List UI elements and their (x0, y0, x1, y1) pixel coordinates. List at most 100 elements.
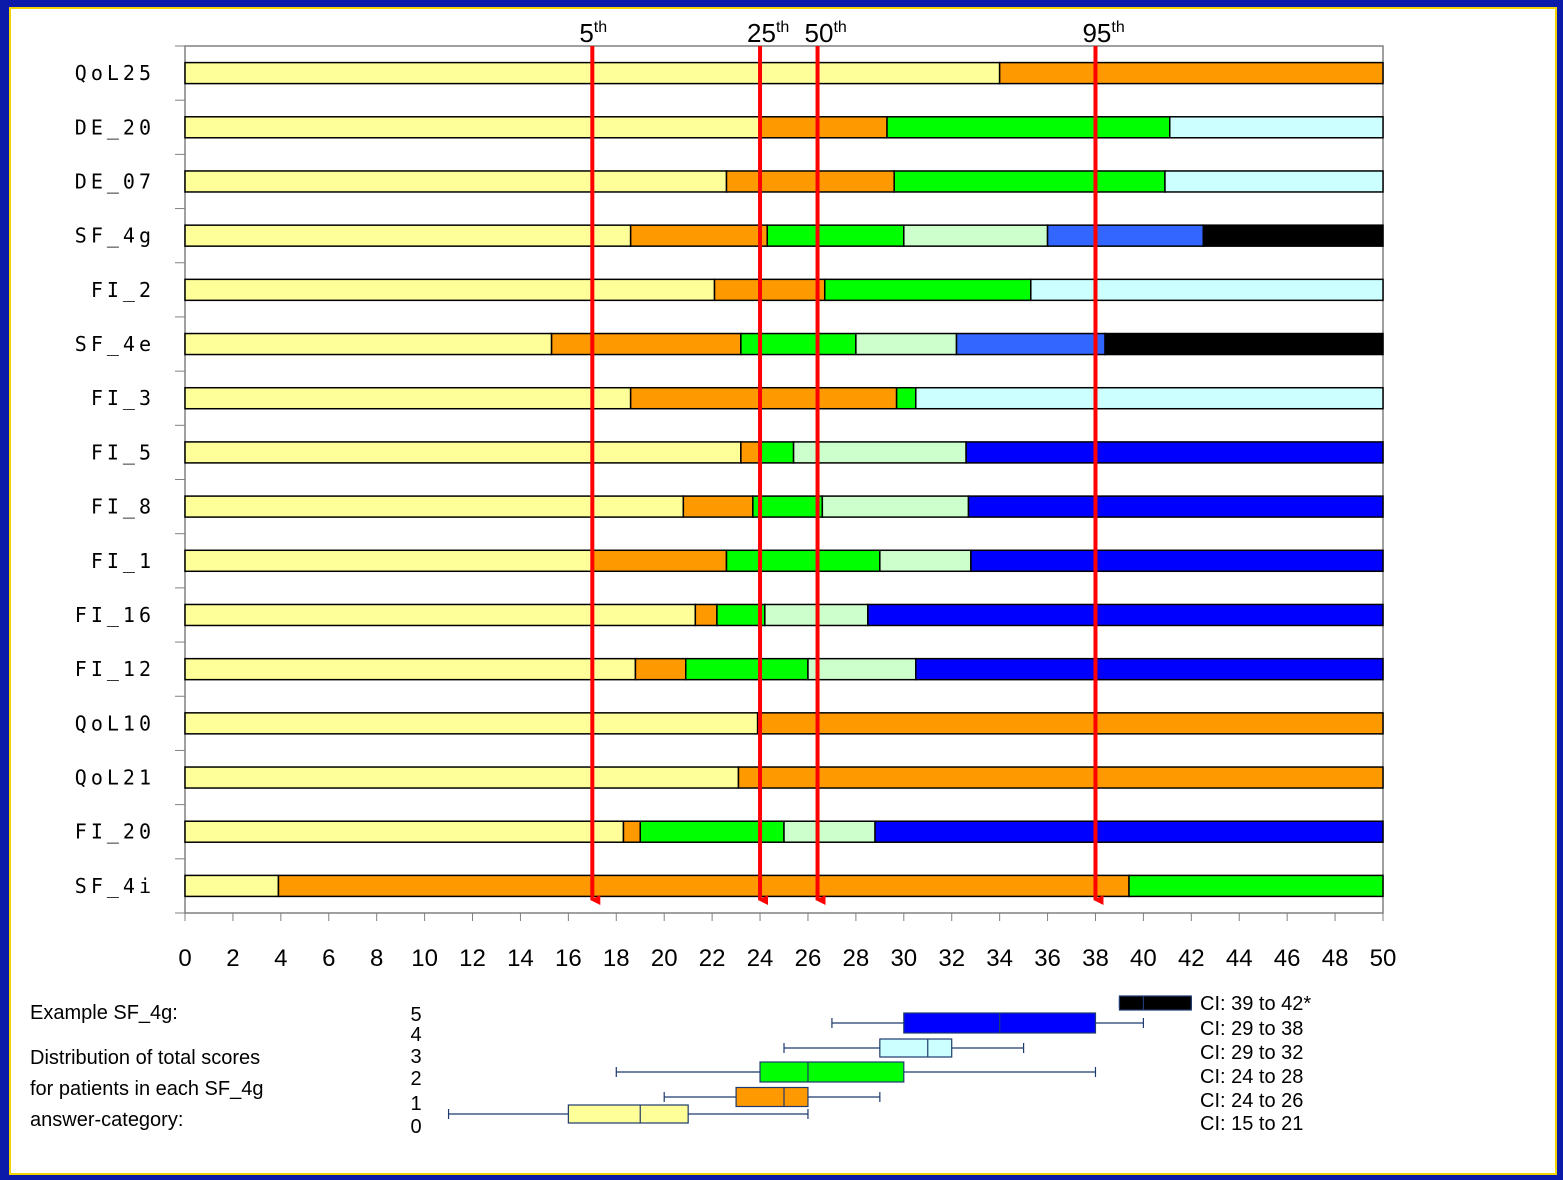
bar-segment (184, 441, 742, 464)
item-label: FI_1 (91, 549, 155, 573)
bar-segment (629, 224, 768, 247)
bar-segment (550, 332, 742, 356)
x-tick-label: 0 (178, 945, 191, 972)
bar-segment (685, 657, 809, 681)
x-tick-label: 48 (1322, 945, 1349, 972)
example-description-line: for patients in each SF_4g (30, 1078, 263, 1100)
boxplot-category-label: 1 (410, 1093, 421, 1115)
bar-segment (184, 224, 632, 247)
x-tick-label: 46 (1274, 945, 1301, 972)
item-label: FI_12 (75, 657, 155, 681)
x-tick-label: 24 (747, 945, 774, 972)
x-tick-label: 20 (651, 945, 678, 972)
x-tick-label: 36 (1034, 945, 1061, 972)
bar-segment (915, 657, 1384, 681)
x-tick-label: 8 (370, 945, 383, 972)
x-tick-label: 42 (1178, 945, 1205, 972)
bar-segment (639, 820, 785, 843)
percentile-number: 25 (747, 18, 776, 48)
bar-segment (1128, 874, 1384, 898)
boxplot-category-label: 5 (410, 1004, 421, 1026)
bar-segment (855, 332, 958, 356)
bar-segment (886, 116, 1171, 139)
x-tick-label: 16 (555, 945, 582, 972)
bar-segment (895, 386, 917, 410)
bar-segment (1104, 332, 1384, 356)
bar-segment (184, 116, 761, 139)
x-tick-label: 18 (603, 945, 630, 972)
item-label: QoL25 (75, 61, 155, 85)
percentile-number: 95 (1082, 18, 1111, 48)
x-tick-label: 6 (322, 945, 335, 972)
x-tick-label: 28 (843, 945, 870, 972)
boxplot-box (879, 1038, 953, 1058)
boxplot-ci-label: CI: 15 to 21 (1200, 1113, 1303, 1135)
item-label: FI_5 (91, 440, 155, 464)
bar-segment (184, 332, 553, 356)
item-label: QoL10 (75, 711, 155, 735)
x-tick-label: 26 (795, 945, 822, 972)
bar-segment (1164, 170, 1384, 193)
x-tick-label: 32 (938, 945, 965, 972)
boxplot-category-label: 0 (410, 1116, 421, 1138)
percentile-label: 25th (747, 18, 789, 48)
bar-segment (740, 441, 761, 464)
bar-segment (915, 386, 1384, 410)
x-tick-label: 10 (411, 945, 438, 972)
bar-segment (184, 495, 685, 518)
x-tick-label: 30 (890, 945, 917, 972)
boxplot-category-label: 4 (410, 1024, 421, 1046)
x-tick-label: 14 (507, 945, 534, 972)
x-tick-label: 12 (459, 945, 486, 972)
boxplot-box (567, 1104, 689, 1124)
percentile-number: 50 (805, 18, 834, 48)
item-label: FI_20 (75, 820, 155, 844)
bar-segment (725, 549, 881, 573)
bar-segment (807, 657, 917, 681)
example-description-line: answer-category: (30, 1109, 183, 1131)
bar-segment (184, 766, 740, 789)
percentile-label: 50th (805, 18, 847, 48)
bar-segment (965, 441, 1384, 464)
bar-segment (277, 874, 1130, 898)
x-tick-label: 40 (1130, 945, 1157, 972)
bar-segment (184, 657, 637, 681)
bar-segment (879, 549, 972, 573)
bar-segment (756, 712, 1384, 735)
percentile-label: 5th (579, 18, 607, 48)
bar-segment (184, 549, 594, 573)
boxplot-box (759, 1061, 905, 1083)
bar-segment (184, 386, 632, 410)
bar-segment (737, 766, 1384, 789)
bar-segment (184, 170, 728, 193)
bar-segment (823, 278, 1032, 302)
bar-segment (622, 820, 641, 843)
x-tick-label: 34 (986, 945, 1013, 972)
bar-segment (184, 278, 716, 302)
bar-segment (634, 657, 687, 681)
item-label: FI_8 (91, 495, 155, 519)
x-tick-label: 38 (1082, 945, 1109, 972)
boxplot-ci-label: CI: 39 to 42* (1200, 993, 1311, 1015)
boxplot-ci-label: CI: 29 to 32 (1200, 1042, 1303, 1064)
bar-segment (184, 712, 759, 735)
boxplot-box (735, 1086, 809, 1108)
bar-segment (759, 441, 795, 464)
item-label: DE_07 (75, 169, 155, 193)
percentile-suffix: th (594, 19, 607, 36)
x-tick-label: 50 (1370, 945, 1397, 972)
bar-segment (184, 874, 280, 898)
item-label: FI_16 (75, 603, 155, 627)
item-label: QoL21 (75, 766, 155, 790)
bar-segment (629, 386, 898, 410)
bar-segment (725, 170, 895, 193)
item-label: FI_2 (91, 278, 155, 302)
bar-segment (821, 495, 970, 518)
bar-segment (1202, 224, 1384, 247)
item-label: DE_20 (75, 115, 155, 139)
example-title: Example SF_4g: (30, 1002, 178, 1024)
example-description-line: Distribution of total scores (30, 1047, 260, 1069)
item-label: SF_4g (75, 224, 155, 248)
percentile-number: 5 (579, 18, 593, 48)
